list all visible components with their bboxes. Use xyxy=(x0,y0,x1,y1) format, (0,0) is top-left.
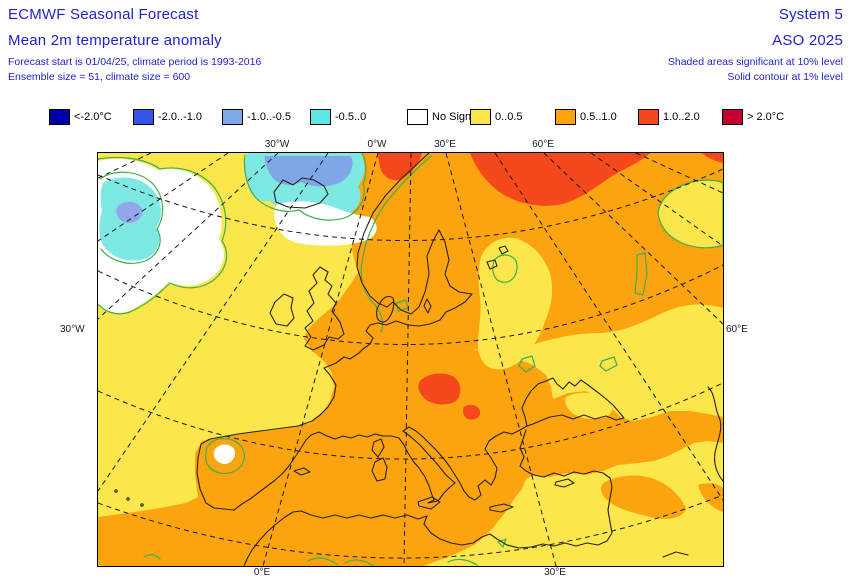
graticule-label: 0°E xyxy=(253,567,271,578)
legend-swatch xyxy=(407,109,428,125)
forecast-map xyxy=(97,152,724,567)
lake-onega xyxy=(498,245,509,255)
legend-label: 0.5..1.0 xyxy=(580,111,617,123)
coast-balearics xyxy=(293,467,311,476)
legend-swatch xyxy=(470,109,491,125)
significance-contours xyxy=(98,153,723,566)
coast-scandinavia-baltic-iberia xyxy=(196,153,473,511)
coast-great-britain xyxy=(304,266,345,351)
lake-ladoga xyxy=(486,259,498,270)
coast-crete xyxy=(489,503,514,513)
graticule-label: 30°E xyxy=(434,139,456,150)
ensemble-size-text: Ensemble size = 51, climate size = 600 xyxy=(8,71,191,83)
season-label: ASO 2025 xyxy=(772,32,843,49)
legend-swatch xyxy=(133,109,154,125)
legend-label: No Signal xyxy=(432,111,480,123)
legend-swatch xyxy=(555,109,576,125)
coast-gotland xyxy=(423,298,432,314)
anomaly-red-barents xyxy=(470,153,650,206)
contour-text: Solid contour at 1% level xyxy=(727,71,843,83)
legend-swatch xyxy=(722,109,743,125)
legend-label: 1.0..2.0 xyxy=(663,111,700,123)
legend-label: 0..0.5 xyxy=(495,111,523,123)
anomaly-red-ukraine xyxy=(418,373,461,405)
legend-label: > 2.0°C xyxy=(747,111,785,123)
page-title: ECMWF Seasonal Forecast xyxy=(8,6,199,23)
coast-sardinia xyxy=(371,457,388,482)
cool-patch-atlantic-core xyxy=(116,201,143,223)
legend-label: -1.0..-0.5 xyxy=(247,111,292,123)
no-signal-gibraltar xyxy=(213,444,235,464)
anomaly-red-corner xyxy=(702,153,723,163)
color-legend: <-2.0°C -2.0..-1.0 -1.0..-0.5 -0.5..0 No Sig… xyxy=(0,108,850,132)
anomaly-shading-right-edge xyxy=(698,483,723,512)
legend-swatch xyxy=(222,109,243,125)
yellow-patch-central-russia xyxy=(478,237,553,370)
coast-black-sea xyxy=(521,377,625,427)
system-label: System 5 xyxy=(778,6,843,23)
coast-corsica xyxy=(371,438,385,458)
anomaly-red-top-left xyxy=(378,153,422,181)
legend-swatch xyxy=(310,109,331,125)
graticule-label: 30°W xyxy=(264,139,290,150)
significance-text: Shaded areas significant at 10% level xyxy=(667,56,843,68)
coast-iceland xyxy=(273,177,329,209)
map-canvas xyxy=(98,153,723,566)
anomaly-shading-mesopotamia xyxy=(601,475,686,519)
coast-cyprus xyxy=(554,478,575,488)
graticule-label: 30°W xyxy=(60,324,85,335)
legend-label: <-2.0°C xyxy=(74,111,112,123)
legend-swatch xyxy=(638,109,659,125)
forecast-start-text: Forecast start is 01/04/25, climate peri… xyxy=(8,56,262,68)
graticule-label: 30°E xyxy=(544,567,566,578)
coast-sicily xyxy=(417,496,441,510)
azores-island xyxy=(140,503,144,507)
graticule xyxy=(98,153,723,566)
legend-label: -2.0..-1.0 xyxy=(158,111,203,123)
page-subtitle: Mean 2m temperature anomaly xyxy=(8,32,222,49)
legend-label: -0.5..0 xyxy=(335,111,367,123)
coast-mediterranean-north xyxy=(233,425,528,511)
coast-persian-gulf xyxy=(662,551,689,558)
yellow-patch-northeast xyxy=(658,180,723,248)
anomaly-red-ukraine-dot xyxy=(463,404,481,420)
legend-swatch xyxy=(49,109,70,125)
coast-denmark xyxy=(376,295,395,323)
graticule-label: 0°W xyxy=(367,139,387,150)
coast-caspian xyxy=(707,386,723,482)
yellow-patch-east-black-sea xyxy=(565,392,612,419)
graticule-label: 60°E xyxy=(726,324,748,335)
azores-island xyxy=(126,497,130,501)
coast-ireland xyxy=(269,293,295,327)
no-signal-south-iceland xyxy=(274,201,377,246)
anomaly-shading-europe-med-africa xyxy=(98,269,723,566)
coastlines xyxy=(114,153,723,566)
graticule-label: 60°E xyxy=(532,139,554,150)
cool-patch-iceland-blue xyxy=(264,156,353,187)
coast-turkey-levant-africa xyxy=(243,429,613,566)
azores-island xyxy=(114,489,118,493)
